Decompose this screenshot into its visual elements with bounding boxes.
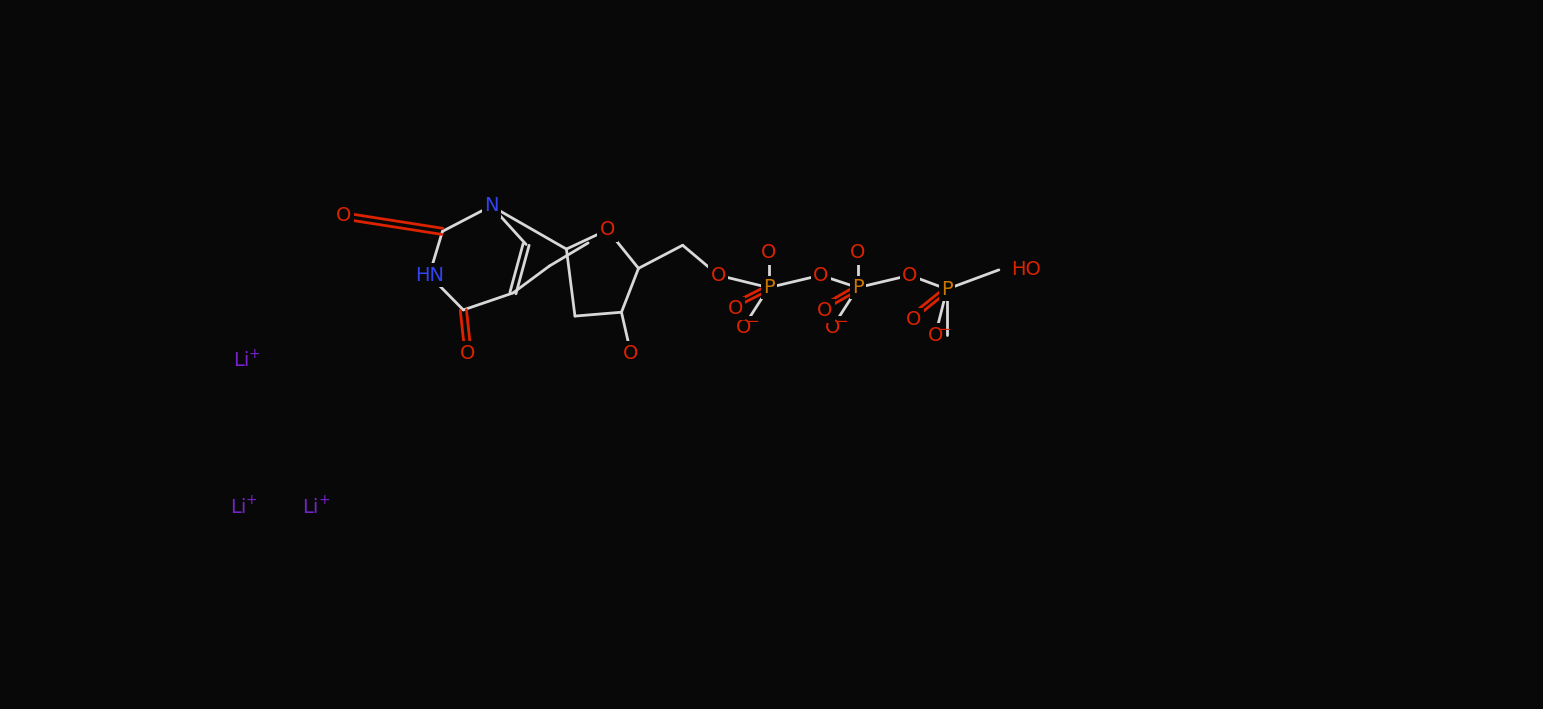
- Text: +: +: [318, 493, 330, 507]
- Text: O: O: [623, 344, 639, 362]
- Text: O: O: [813, 266, 829, 285]
- Text: O: O: [711, 266, 727, 285]
- Text: O: O: [927, 326, 943, 345]
- Text: O: O: [728, 299, 744, 318]
- Text: −: −: [835, 314, 849, 329]
- Text: O: O: [850, 243, 866, 262]
- Text: +: +: [245, 493, 256, 507]
- Text: O: O: [736, 318, 751, 337]
- Text: Li: Li: [233, 351, 248, 370]
- Text: O: O: [761, 243, 776, 262]
- Text: O: O: [336, 206, 352, 225]
- Text: Li: Li: [230, 498, 245, 517]
- Text: N: N: [485, 196, 498, 216]
- Text: O: O: [824, 318, 839, 337]
- Text: HN: HN: [415, 266, 444, 285]
- Text: O: O: [600, 220, 616, 240]
- Text: +: +: [248, 347, 259, 361]
- Text: O: O: [906, 311, 921, 330]
- Text: O: O: [816, 301, 832, 320]
- Text: P: P: [762, 278, 775, 297]
- Text: HO: HO: [1011, 260, 1042, 279]
- Text: −: −: [938, 322, 950, 337]
- Text: Li: Li: [302, 498, 319, 517]
- Text: P: P: [941, 279, 952, 298]
- Text: O: O: [460, 344, 475, 362]
- Text: −: −: [747, 314, 759, 329]
- Text: P: P: [852, 278, 864, 297]
- Text: O: O: [903, 266, 918, 285]
